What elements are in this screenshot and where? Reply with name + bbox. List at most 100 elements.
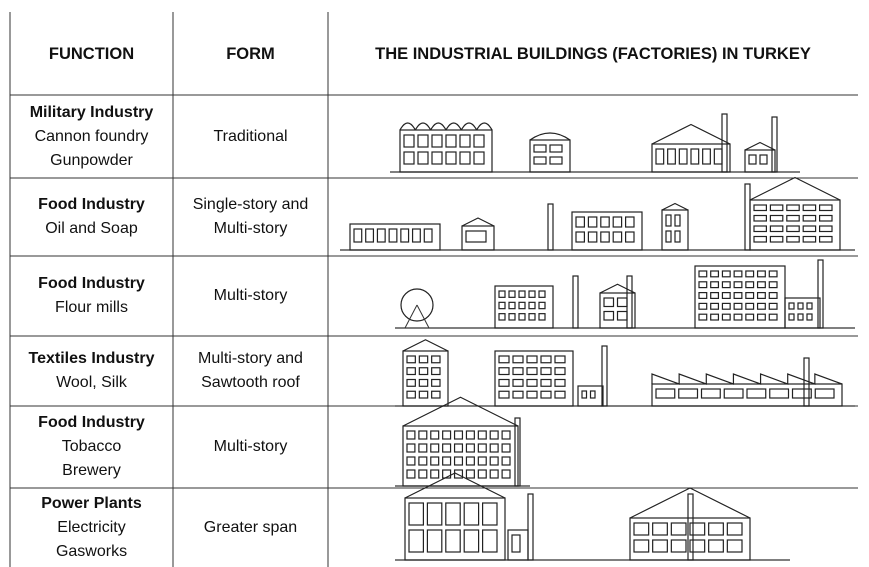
- window: [406, 390, 416, 399]
- window: [814, 388, 835, 399]
- window: [753, 204, 767, 212]
- window: [511, 534, 521, 553]
- window: [477, 430, 487, 440]
- dome: [529, 132, 571, 141]
- window: [538, 290, 546, 298]
- window: [710, 270, 720, 278]
- building: [744, 149, 776, 173]
- function-text: Cannon foundry: [34, 127, 149, 145]
- window: [575, 216, 585, 228]
- window: [463, 502, 480, 526]
- window: [665, 214, 672, 227]
- chimney: [771, 116, 778, 173]
- window: [518, 290, 526, 298]
- window: [538, 301, 546, 310]
- window: [678, 388, 699, 399]
- window: [482, 502, 498, 526]
- function-cell: Power Plants Electricity Gasworks: [10, 488, 173, 567]
- window: [753, 235, 767, 243]
- window: [512, 355, 524, 364]
- window: [769, 225, 784, 233]
- form-cell: Single-story and Multi-story: [173, 178, 328, 256]
- window: [526, 355, 538, 364]
- roof: [744, 141, 776, 151]
- function-text: Food Industry: [38, 196, 145, 213]
- window: [482, 529, 498, 553]
- window: [508, 290, 516, 298]
- window: [802, 235, 817, 243]
- window: [442, 456, 452, 466]
- chimney: [817, 259, 824, 329]
- building: [402, 425, 519, 487]
- function-text: Wool, Silk: [56, 374, 127, 391]
- chimney: [601, 345, 608, 407]
- window: [665, 230, 672, 243]
- window: [554, 367, 566, 376]
- chimney: [527, 493, 534, 561]
- building: [529, 139, 571, 173]
- window: [406, 378, 416, 387]
- dome: [414, 122, 432, 131]
- window: [411, 228, 421, 243]
- window: [518, 301, 526, 310]
- window: [501, 443, 511, 453]
- window: [600, 216, 610, 228]
- window: [501, 430, 511, 440]
- window: [612, 216, 623, 228]
- window: [589, 390, 596, 399]
- form-cell: Traditional: [173, 95, 328, 178]
- window: [403, 134, 415, 148]
- building: [349, 223, 441, 251]
- window: [710, 292, 720, 300]
- window: [786, 214, 800, 222]
- form-cell: Greater span: [173, 488, 328, 567]
- window: [818, 225, 833, 233]
- window: [721, 281, 731, 289]
- window: [526, 367, 538, 376]
- window: [442, 443, 452, 453]
- window: [670, 539, 687, 553]
- function-text: Food Industry: [38, 275, 145, 292]
- window: [670, 522, 687, 536]
- function-text: Flour mills: [55, 299, 128, 316]
- window: [700, 388, 721, 399]
- function-text: Military Industry: [29, 103, 154, 121]
- window: [818, 214, 833, 222]
- window: [554, 378, 566, 387]
- window: [710, 281, 720, 289]
- roof: [749, 176, 841, 201]
- window: [388, 228, 398, 243]
- window: [768, 302, 778, 310]
- function-text: Tobacco: [61, 438, 122, 455]
- window: [769, 388, 790, 399]
- window: [430, 443, 440, 453]
- window: [540, 367, 552, 376]
- form-cell: Multi-story: [173, 406, 328, 488]
- form-text: Multi-story: [213, 287, 288, 304]
- window: [417, 151, 429, 165]
- window: [498, 290, 506, 298]
- window: [498, 390, 510, 399]
- window: [587, 231, 598, 243]
- roof: [461, 217, 495, 227]
- window: [818, 204, 833, 212]
- window: [746, 388, 767, 399]
- window: [806, 302, 813, 310]
- window: [745, 302, 755, 310]
- building: [784, 297, 821, 329]
- window: [721, 302, 731, 310]
- window: [431, 134, 443, 148]
- window: [633, 522, 650, 536]
- function-text: Textiles Industry: [28, 350, 155, 367]
- window: [540, 378, 552, 387]
- window: [426, 502, 443, 526]
- roof: [402, 339, 449, 352]
- window: [423, 228, 433, 243]
- window: [431, 355, 441, 364]
- window: [733, 281, 743, 289]
- building: [494, 285, 554, 329]
- function-cell: Food Industry Tobacco Brewery: [10, 406, 173, 488]
- window: [698, 281, 708, 289]
- window: [655, 148, 665, 165]
